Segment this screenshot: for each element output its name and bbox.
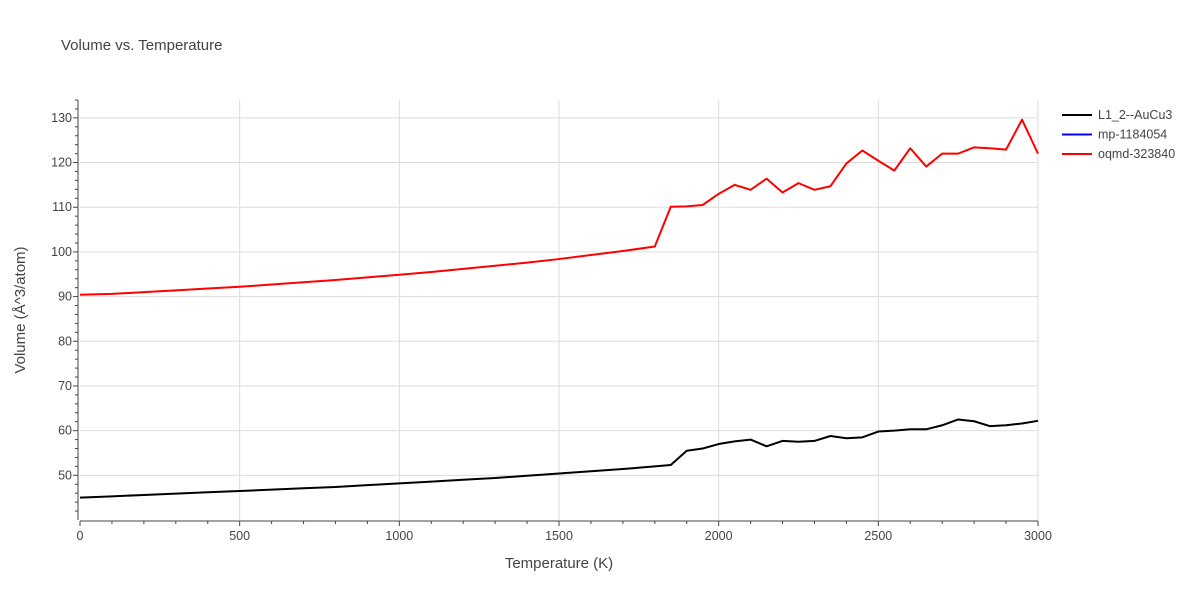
y-tick-label: 60: [58, 424, 72, 438]
legend-label: mp-1184054: [1098, 128, 1167, 142]
y-tick-label: 120: [51, 156, 72, 170]
y-tick-label: 110: [52, 200, 72, 214]
series-layer: [79, 118, 1039, 499]
x-tick-label: 0: [77, 529, 84, 543]
y-tick-label: 80: [58, 334, 72, 348]
x-tick-label: 500: [229, 529, 250, 543]
series-line-oqmd-323840: [79, 118, 1039, 296]
x-tick-label: 1500: [545, 529, 573, 543]
x-tick-label: 3000: [1024, 529, 1052, 543]
y-tick-label: 90: [58, 290, 72, 304]
y-tick-label: 50: [58, 468, 72, 482]
legend-label: oqmd-323840: [1098, 147, 1175, 161]
series-line-L1_2--AuCu3: [79, 418, 1039, 499]
y-tick-label: 70: [58, 379, 72, 393]
x-tick-label: 2000: [705, 529, 733, 543]
legend: L1_2--AuCu3 mp-1184054 oqmd-323840: [1062, 108, 1175, 161]
chart-title: Volume vs. Temperature: [61, 37, 222, 54]
x-tick-label: 1000: [385, 529, 413, 543]
grid-layer: [80, 100, 1039, 520]
axis-layer: 0 500 1000 1500 2000 2500 3000 50 60 70 80 90 100 110…: [51, 99, 1052, 543]
y-tick-label: 100: [51, 245, 72, 259]
y-tick-label: 130: [51, 111, 72, 125]
legend-label: L1_2--AuCu3: [1098, 108, 1172, 122]
x-tick-label: 2500: [864, 529, 892, 543]
x-axis-title: Temperature (K): [505, 555, 613, 572]
y-axis-title: Volume (Å^3/atom): [12, 246, 29, 373]
